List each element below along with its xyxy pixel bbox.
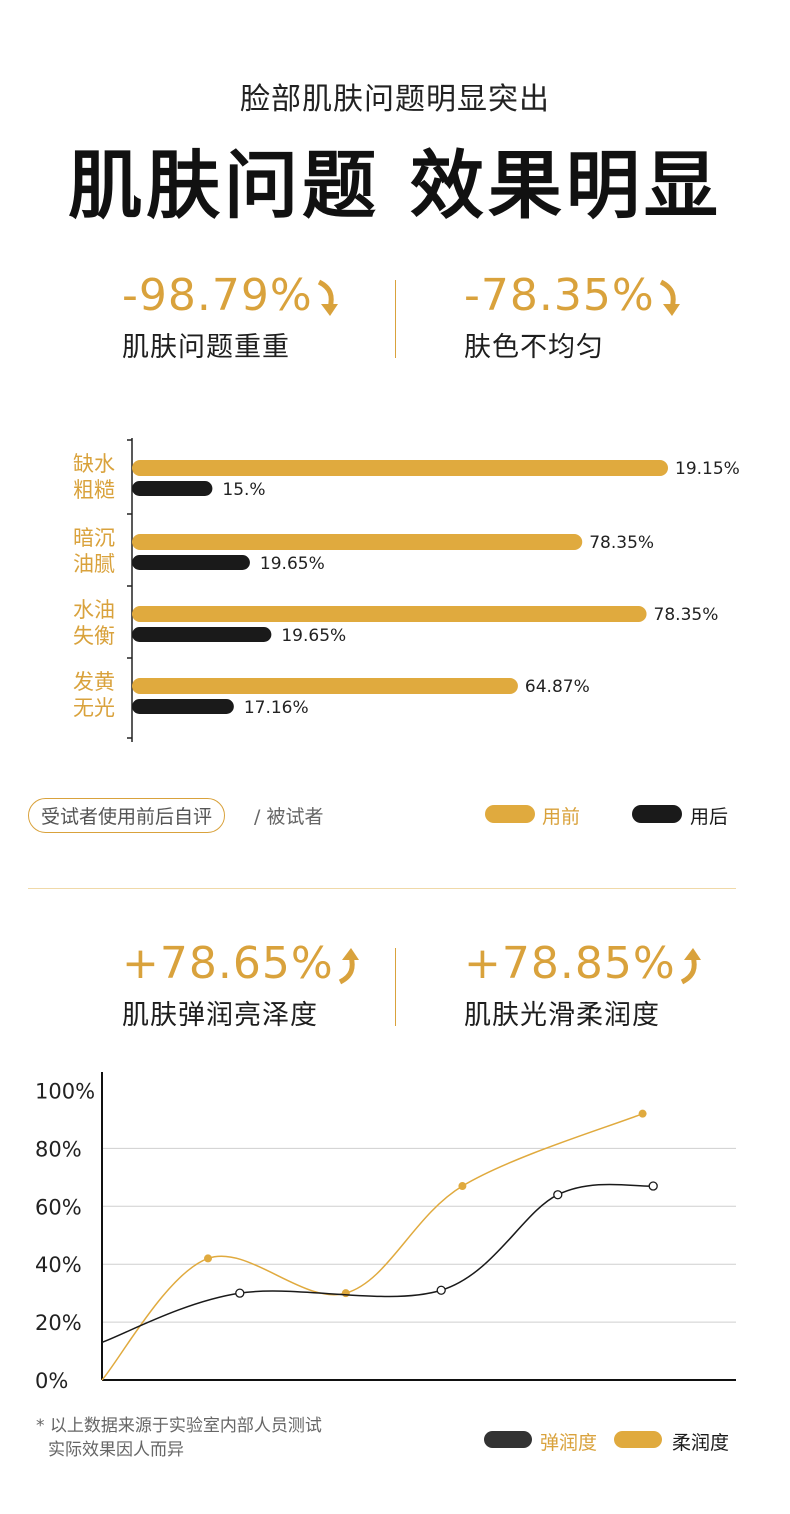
bar-category-label: 无光 [73, 696, 115, 720]
data-point [235, 1288, 245, 1298]
stat-label: 肤色不均匀 [464, 332, 604, 363]
bar-category-label: 失衡 [73, 624, 115, 648]
legend-before: 用前 [542, 806, 581, 828]
header-subtitle: 脸部肌肤问题明显突出 [240, 82, 550, 117]
data-point [341, 1289, 350, 1298]
stat-value: -98.79% [122, 270, 382, 321]
data-point [553, 1190, 563, 1200]
stat-value: +78.65% [122, 938, 382, 989]
stat-elasticity: +78.65% 肌肤弹润亮泽度 [122, 938, 382, 1032]
bar-after [132, 555, 250, 570]
bar-category-label: 水油 [73, 598, 115, 622]
y-tick-label: 80% [35, 1137, 82, 1161]
bar-value-label: 19.65% [281, 626, 346, 646]
bar-value-label: 78.35% [589, 533, 654, 553]
legend-swatch-after [632, 805, 682, 823]
stat-uneven-tone: -78.35% 肤色不均匀 [464, 270, 724, 364]
bar-value-label: 19.15% [675, 459, 740, 479]
stat-label: 肌肤问题重重 [122, 332, 290, 363]
legend-after: 用后 [690, 806, 729, 828]
stat-divider [395, 280, 396, 358]
series-line [101, 1112, 643, 1381]
bar-before [132, 678, 518, 694]
line-chart: 100% 80% 60% 40% 20% 0% [35, 1072, 736, 1393]
bar-category-label: 缺水 [73, 452, 115, 476]
legend-self-evaluation: 受试者使用前后自评 [28, 798, 226, 833]
series-line [101, 1183, 654, 1344]
bar-value-label: 19.65% [260, 554, 325, 574]
data-point [648, 1181, 658, 1191]
stat-skin-problems: -98.79% 肌肤问题重重 [122, 270, 382, 364]
y-tick-label: 40% [35, 1253, 82, 1277]
footnote-line: 实际效果因人而异 [48, 1440, 184, 1460]
y-tick-label: 60% [35, 1195, 82, 1219]
stat-smoothness: +78.85% 肌肤光滑柔润度 [464, 938, 724, 1032]
y-tick-label: 100% [35, 1080, 95, 1104]
section-divider [28, 888, 736, 889]
data-point [638, 1109, 647, 1118]
data-point [204, 1254, 212, 1263]
footnote-line: * 以上数据来源于实验室内部人员测试 [36, 1416, 322, 1436]
data-point [436, 1285, 446, 1295]
bar-category-label: 发黄 [73, 670, 115, 694]
y-tick-label: 20% [35, 1311, 82, 1335]
stat-divider [395, 948, 396, 1026]
bar-category-label: 暗沉 [73, 526, 115, 550]
bar-category-label: 粗糙 [73, 478, 115, 502]
stat-value: -78.35% [464, 270, 724, 321]
legend-swatch-before [485, 805, 535, 823]
data-point [458, 1182, 467, 1191]
bar-value-label: 78.35% [654, 605, 719, 625]
legend-swatch-softness [614, 1431, 662, 1448]
legend-elasticity: 弹润度 [540, 1432, 598, 1454]
bar-value-label: 64.87% [525, 677, 590, 697]
bar-value-label: 15.% [222, 480, 265, 500]
legend-swatch-elasticity [484, 1431, 532, 1448]
bar-before [132, 460, 668, 476]
down-arrow-icon [317, 279, 338, 316]
legend-note: / 被试者 [254, 806, 324, 828]
up-arrow-icon [338, 948, 359, 985]
bar-category-label: 油腻 [73, 552, 115, 576]
bar-after [132, 481, 213, 496]
bar-before [132, 606, 647, 622]
legend-softness: 柔润度 [672, 1432, 730, 1454]
bar-after [132, 627, 272, 642]
stat-value: +78.85% [464, 938, 724, 989]
bar-before [132, 534, 583, 550]
bar-value-label: 17.16% [244, 698, 309, 718]
up-arrow-icon [680, 948, 701, 985]
footnote: * 以上数据来源于实验室内部人员测试 实际效果因人而异 [36, 1414, 322, 1462]
down-arrow-icon [659, 279, 680, 316]
stat-label: 肌肤光滑柔润度 [464, 1000, 660, 1031]
y-tick-label: 0% [35, 1369, 68, 1393]
stat-label: 肌肤弹润亮泽度 [122, 1000, 318, 1031]
bar-after [132, 699, 234, 714]
page-title: 肌肤问题 效果明显 [68, 143, 722, 229]
